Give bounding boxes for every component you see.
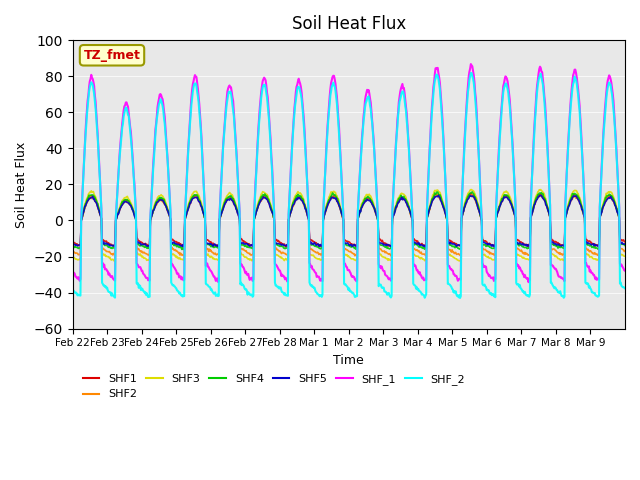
X-axis label: Time: Time [333, 354, 364, 367]
Text: TZ_fmet: TZ_fmet [84, 49, 140, 62]
Title: Soil Heat Flux: Soil Heat Flux [292, 15, 406, 33]
Y-axis label: Soil Heat Flux: Soil Heat Flux [15, 141, 28, 228]
Legend: SHF1, SHF2, SHF3, SHF4, SHF5, SHF_1, SHF_2: SHF1, SHF2, SHF3, SHF4, SHF5, SHF_1, SHF… [78, 370, 470, 404]
